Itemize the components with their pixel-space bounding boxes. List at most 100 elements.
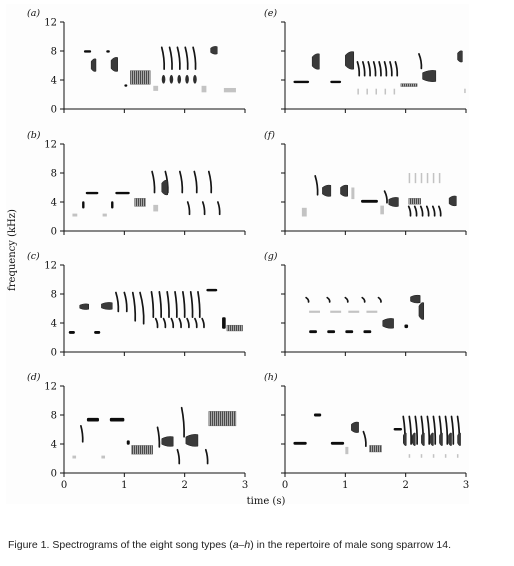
y-tick-label: 4 <box>51 319 57 330</box>
panel-label-f: (f) <box>264 130 275 141</box>
syllable-a <box>161 74 166 84</box>
y-tick-label: 4 <box>51 198 57 209</box>
x-tick-label: 0 <box>282 480 288 491</box>
syllable-b <box>153 204 159 212</box>
syllable-e <box>394 61 399 77</box>
syllable-g <box>366 310 378 313</box>
syllable-c <box>166 290 170 319</box>
syllable-b <box>102 213 107 217</box>
syllable-g <box>309 310 320 313</box>
panel-b: (b)12 8 4 0 <box>27 130 246 238</box>
syllable-b <box>217 201 221 216</box>
syllable-f <box>413 205 418 217</box>
syllable-h <box>444 454 447 458</box>
syllable-a <box>201 85 207 93</box>
syllable-f <box>431 205 436 217</box>
syllable-c <box>197 290 201 319</box>
panel-c: (c) 12 8 4 0 <box>27 251 246 359</box>
panel-label-a: (a) <box>27 8 40 19</box>
caption-range: a–h <box>232 539 251 551</box>
syllable-a <box>192 46 197 70</box>
syllable-e <box>311 53 320 70</box>
syllable-d <box>204 448 209 465</box>
y-tick-label: 0 <box>51 348 57 359</box>
syllable-a <box>193 74 197 84</box>
syllable-f <box>438 205 442 217</box>
syllable-h <box>439 432 443 446</box>
syllable-e <box>361 61 366 77</box>
panel-e: (e) <box>264 8 467 113</box>
syllable-f <box>301 207 307 217</box>
syllable-d <box>101 455 106 459</box>
syllable-a <box>124 84 128 87</box>
syllable-f <box>448 195 457 207</box>
syllable-c <box>186 317 190 329</box>
syllable-g <box>327 330 336 334</box>
syllable-g <box>305 296 310 303</box>
syllable-d <box>156 426 161 448</box>
syllable-h <box>393 428 403 431</box>
syllable-d <box>180 406 185 438</box>
syllable-f <box>383 190 388 204</box>
y-tick-label: 4 <box>51 440 57 451</box>
x-tick-label: 2 <box>181 480 187 491</box>
y-tick-label: 8 <box>51 47 57 58</box>
syllable-d <box>80 425 84 443</box>
y-axis-label: frequency (kHz) <box>7 209 18 291</box>
syllable-b <box>115 191 130 195</box>
y-tick-label: 4 <box>51 76 57 87</box>
syllable-a <box>83 50 92 53</box>
syllable-e <box>422 70 437 82</box>
x-tick-label: 2 <box>402 480 408 491</box>
syllable-c <box>178 317 182 329</box>
y-tick-label: 12 <box>44 140 57 151</box>
syllable-b <box>72 213 78 217</box>
syllable-b <box>178 170 184 194</box>
syllable-g <box>326 296 331 303</box>
syllable-a <box>106 50 110 53</box>
syllable-e <box>383 61 388 77</box>
syllable-a <box>185 74 189 84</box>
syllable-h <box>430 432 434 446</box>
syllable-b <box>201 201 206 216</box>
syllable-h <box>432 454 435 458</box>
syllable-b <box>82 201 85 209</box>
syllable-h <box>293 441 307 445</box>
syllable-h <box>403 432 407 446</box>
syllable-h <box>450 415 455 445</box>
syllable-f <box>388 197 399 207</box>
syllable-g <box>382 318 394 329</box>
panel-label-d: (d) <box>27 372 41 383</box>
syllable-f <box>322 184 332 197</box>
syllable-f <box>314 175 319 196</box>
syllable-e <box>393 88 396 95</box>
syllable-f <box>425 205 430 217</box>
syllable-a <box>169 74 174 84</box>
syllable-d <box>208 411 237 427</box>
syllable-e <box>400 83 418 87</box>
panel-f: (f) <box>264 130 467 235</box>
syllable-f <box>414 173 417 184</box>
syllable-d <box>161 436 174 447</box>
syllable-c <box>150 290 155 319</box>
syllable-c <box>162 317 167 329</box>
syllable-a <box>110 57 118 72</box>
syllable-h <box>330 441 345 445</box>
figure-caption: Figure 1. Spectrograms of the eight song… <box>8 539 508 551</box>
syllable-b <box>111 201 114 209</box>
syllable-b <box>85 191 99 195</box>
syllable-h <box>457 432 461 446</box>
x-tick-label: 0 <box>61 480 67 491</box>
syllable-e <box>293 80 310 84</box>
syllable-d <box>86 417 99 422</box>
y-tick-label: 12 <box>44 261 57 272</box>
syllable-c <box>68 330 75 334</box>
syllable-c <box>139 291 145 325</box>
syllable-h <box>456 454 459 458</box>
syllable-e <box>356 61 361 77</box>
syllable-a <box>184 46 189 70</box>
syllable-c <box>170 317 175 329</box>
syllable-a <box>168 46 173 70</box>
